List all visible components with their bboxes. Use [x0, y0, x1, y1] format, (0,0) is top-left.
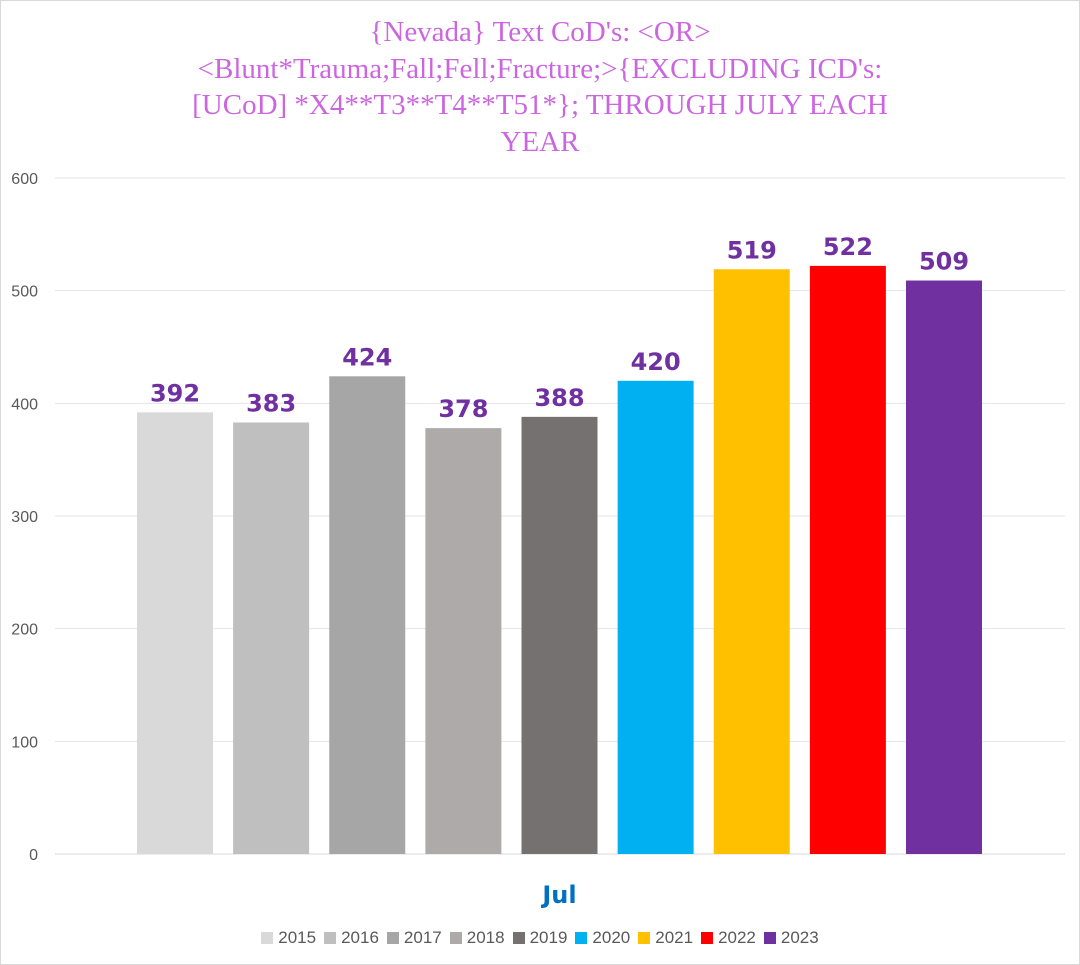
chart-legend: 2015 2016 2017 2018 2019 2020 2021 2022 2023: [0, 928, 1080, 948]
data-label: 378: [438, 395, 488, 423]
legend-item: 2017: [386, 928, 442, 948]
bar: [233, 422, 310, 854]
legend-label: 2021: [655, 928, 694, 947]
legend-item: 2020: [575, 928, 630, 948]
legend-swatch: [449, 932, 462, 944]
title-line-4: YEAR: [500, 125, 580, 158]
legend-item: 2023: [763, 928, 819, 948]
legend-item: 2018: [449, 928, 505, 948]
legend-swatch: [701, 932, 714, 944]
legend-swatch: [261, 932, 274, 944]
legend-label: 2019: [529, 928, 568, 947]
y-tick-label: 400: [11, 396, 38, 413]
title-line-2: <Blunt*Trauma;Fall;Fell;Fracture;>{EXCLU…: [197, 52, 883, 85]
bar: [425, 428, 502, 854]
legend-swatch: [638, 932, 651, 944]
legend-label: 2020: [592, 928, 631, 947]
chart-title: {Nevada} Text CoD's: <OR> <Blunt*Trauma;…: [130, 14, 950, 160]
legend-swatch: [324, 932, 337, 944]
data-label: 522: [823, 233, 873, 261]
bar: [713, 269, 790, 854]
y-tick-label: 300: [11, 509, 38, 526]
legend-label: 2016: [341, 928, 379, 947]
data-label: 383: [246, 389, 296, 417]
bar: [329, 376, 406, 854]
data-label: 392: [150, 379, 200, 407]
bar: [617, 380, 694, 854]
legend-label: 2018: [466, 928, 505, 947]
y-tick-label: 600: [11, 171, 38, 188]
legend-item: 2019: [512, 928, 568, 948]
legend-swatch: [575, 932, 588, 944]
legend-item: 2022: [701, 928, 756, 948]
data-label: 519: [727, 236, 777, 264]
y-tick-label: 200: [11, 622, 38, 639]
y-tick-label: 500: [11, 284, 38, 301]
legend-label: 2017: [403, 928, 442, 947]
legend-label: 2023: [780, 928, 819, 947]
legend-item: 2015: [261, 928, 316, 948]
data-label: 420: [631, 348, 681, 376]
y-tick-label: 100: [11, 734, 38, 751]
legend-swatch: [512, 932, 525, 944]
legend-item: 2021: [638, 928, 693, 948]
data-label: 424: [342, 343, 392, 371]
legend-label: 2022: [718, 928, 756, 947]
y-tick-label: 0: [29, 847, 38, 864]
bar: [906, 280, 982, 854]
title-line-1: {Nevada} Text CoD's: <OR>: [369, 16, 711, 48]
legend-label: 2015: [278, 928, 317, 947]
bar: [137, 412, 213, 854]
bar: [809, 265, 886, 854]
legend-swatch: [763, 932, 776, 944]
x-category-label: Jul: [540, 881, 576, 909]
data-label: 388: [534, 384, 584, 412]
title-line-3: [UCoD] *X4**T3**T4**T51*}; THROUGH JULY …: [192, 89, 888, 121]
legend-swatch: [386, 932, 399, 944]
bar: [521, 416, 598, 854]
legend-item: 2016: [324, 928, 379, 948]
data-label: 509: [919, 248, 969, 276]
